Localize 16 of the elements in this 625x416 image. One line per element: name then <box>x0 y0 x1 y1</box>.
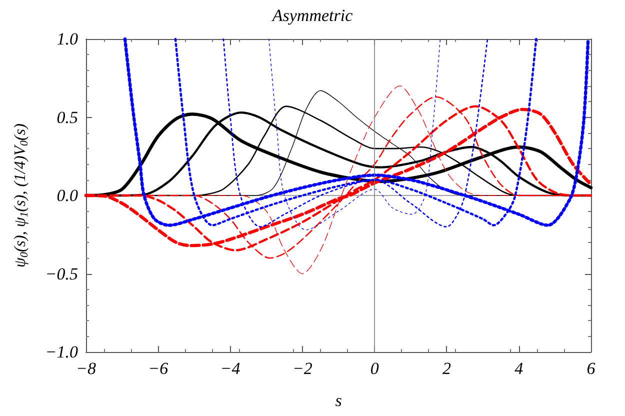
y-tick-label: 0.0 <box>56 186 78 205</box>
y-tick-label: 1.0 <box>56 30 78 48</box>
x-axis-title: s <box>335 391 342 410</box>
y-tick-label: −0.5 <box>45 264 78 284</box>
y-tick-label: 0.5 <box>56 108 78 127</box>
x-tick-label: −8 <box>76 359 96 378</box>
x-tick-label: 0 <box>370 359 380 378</box>
x-tick-label: −2 <box>292 359 313 378</box>
chart-title: Asymmetric <box>271 6 354 25</box>
x-tick-label: −6 <box>148 359 169 378</box>
x-tick-label: −4 <box>220 359 241 378</box>
y-axis-title: ψ0(s), ψ1(s), (1/4)V0(s) <box>12 124 30 268</box>
x-tick-label: 2 <box>442 359 452 378</box>
x-tick-label: 6 <box>586 359 596 378</box>
x-tick-label: 4 <box>514 359 524 378</box>
y-tick-label: −1.0 <box>45 342 78 362</box>
